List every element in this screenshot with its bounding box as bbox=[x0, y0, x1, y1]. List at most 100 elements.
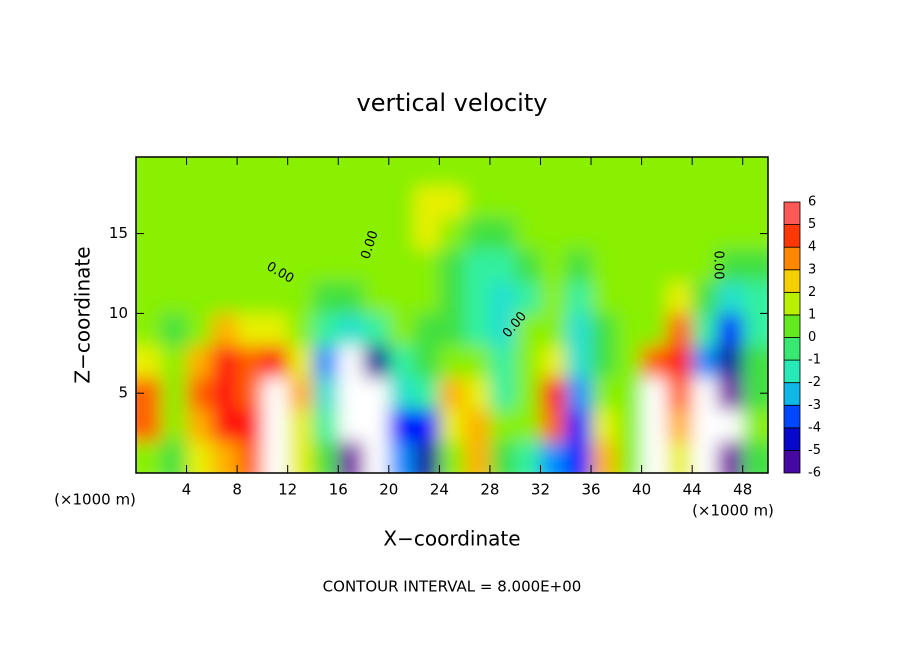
cell bbox=[464, 313, 491, 346]
cell bbox=[312, 217, 339, 251]
cell bbox=[363, 217, 390, 251]
cell bbox=[161, 217, 188, 251]
x-tick-label: 28 bbox=[480, 481, 499, 499]
cell bbox=[666, 313, 693, 346]
cell bbox=[237, 217, 263, 251]
cell bbox=[338, 157, 365, 187]
cell bbox=[692, 313, 718, 346]
cell bbox=[515, 157, 541, 187]
cell bbox=[287, 313, 314, 346]
cell bbox=[515, 249, 541, 282]
cell bbox=[591, 249, 617, 282]
cell bbox=[565, 249, 592, 282]
cell bbox=[237, 345, 263, 378]
colorbar-label: 3 bbox=[808, 262, 816, 277]
cell bbox=[565, 409, 592, 442]
cell bbox=[742, 409, 768, 442]
cell bbox=[540, 377, 567, 410]
cell bbox=[388, 345, 415, 378]
colorbar-box bbox=[783, 269, 801, 293]
cell bbox=[363, 441, 390, 473]
cell bbox=[540, 409, 567, 442]
cell bbox=[464, 281, 491, 314]
cell bbox=[262, 409, 289, 442]
cell bbox=[161, 185, 188, 219]
cell bbox=[186, 281, 213, 314]
cell bbox=[262, 217, 289, 251]
colorbar-box bbox=[783, 337, 801, 361]
cell bbox=[186, 185, 213, 219]
cell bbox=[262, 377, 289, 410]
cell bbox=[388, 217, 415, 251]
cell bbox=[742, 281, 768, 314]
cell bbox=[515, 377, 541, 410]
cell bbox=[414, 345, 440, 378]
cell bbox=[717, 157, 744, 187]
cell bbox=[717, 281, 744, 314]
cell bbox=[262, 249, 289, 282]
cell bbox=[565, 377, 592, 410]
cell bbox=[591, 281, 617, 314]
cell bbox=[363, 409, 390, 442]
cell bbox=[312, 377, 339, 410]
cell bbox=[591, 345, 617, 378]
cell bbox=[136, 157, 162, 187]
y-tick-label: 10 bbox=[109, 304, 128, 322]
cell bbox=[161, 409, 188, 442]
cell bbox=[211, 409, 238, 442]
cell bbox=[666, 441, 693, 473]
cell bbox=[489, 281, 516, 314]
cell bbox=[616, 345, 643, 378]
x-axis-label: X−coordinate bbox=[383, 527, 520, 551]
cell bbox=[742, 313, 768, 346]
cell bbox=[666, 217, 693, 251]
cell bbox=[161, 313, 188, 346]
cell bbox=[742, 157, 768, 187]
cell bbox=[312, 249, 339, 282]
cell bbox=[287, 441, 314, 473]
cell bbox=[464, 345, 491, 378]
cell bbox=[489, 157, 516, 187]
cell bbox=[388, 441, 415, 473]
cell bbox=[136, 313, 162, 346]
cell bbox=[414, 185, 440, 219]
cell bbox=[489, 217, 516, 251]
x-tick-label: 32 bbox=[531, 481, 550, 499]
cell bbox=[414, 249, 440, 282]
cell bbox=[591, 217, 617, 251]
cell bbox=[439, 249, 466, 282]
cell bbox=[692, 281, 718, 314]
cell bbox=[515, 217, 541, 251]
cell bbox=[515, 313, 541, 346]
cell bbox=[287, 409, 314, 442]
cell bbox=[565, 281, 592, 314]
colorbar-label: 0 bbox=[808, 330, 816, 345]
cell bbox=[237, 249, 263, 282]
colorbar-label: 2 bbox=[808, 285, 816, 300]
cell bbox=[211, 345, 238, 378]
cell bbox=[464, 185, 491, 219]
cell bbox=[464, 409, 491, 442]
cell bbox=[742, 185, 768, 219]
colorbar-box bbox=[783, 201, 801, 225]
cell bbox=[414, 441, 440, 473]
colorbar-label: 5 bbox=[808, 217, 816, 232]
cell bbox=[237, 281, 263, 314]
cell bbox=[464, 249, 491, 282]
cell bbox=[388, 249, 415, 282]
cell bbox=[363, 281, 390, 314]
cell bbox=[616, 185, 643, 219]
cell bbox=[489, 249, 516, 282]
cell bbox=[565, 441, 592, 473]
cell bbox=[136, 441, 162, 473]
cell bbox=[186, 441, 213, 473]
cell bbox=[388, 185, 415, 219]
cell bbox=[591, 185, 617, 219]
cell bbox=[414, 157, 440, 187]
colorbar-box bbox=[783, 359, 801, 384]
cell bbox=[439, 185, 466, 219]
cell bbox=[616, 217, 643, 251]
cell bbox=[262, 345, 289, 378]
cell bbox=[439, 441, 466, 473]
x-tick-label: 24 bbox=[430, 481, 449, 499]
